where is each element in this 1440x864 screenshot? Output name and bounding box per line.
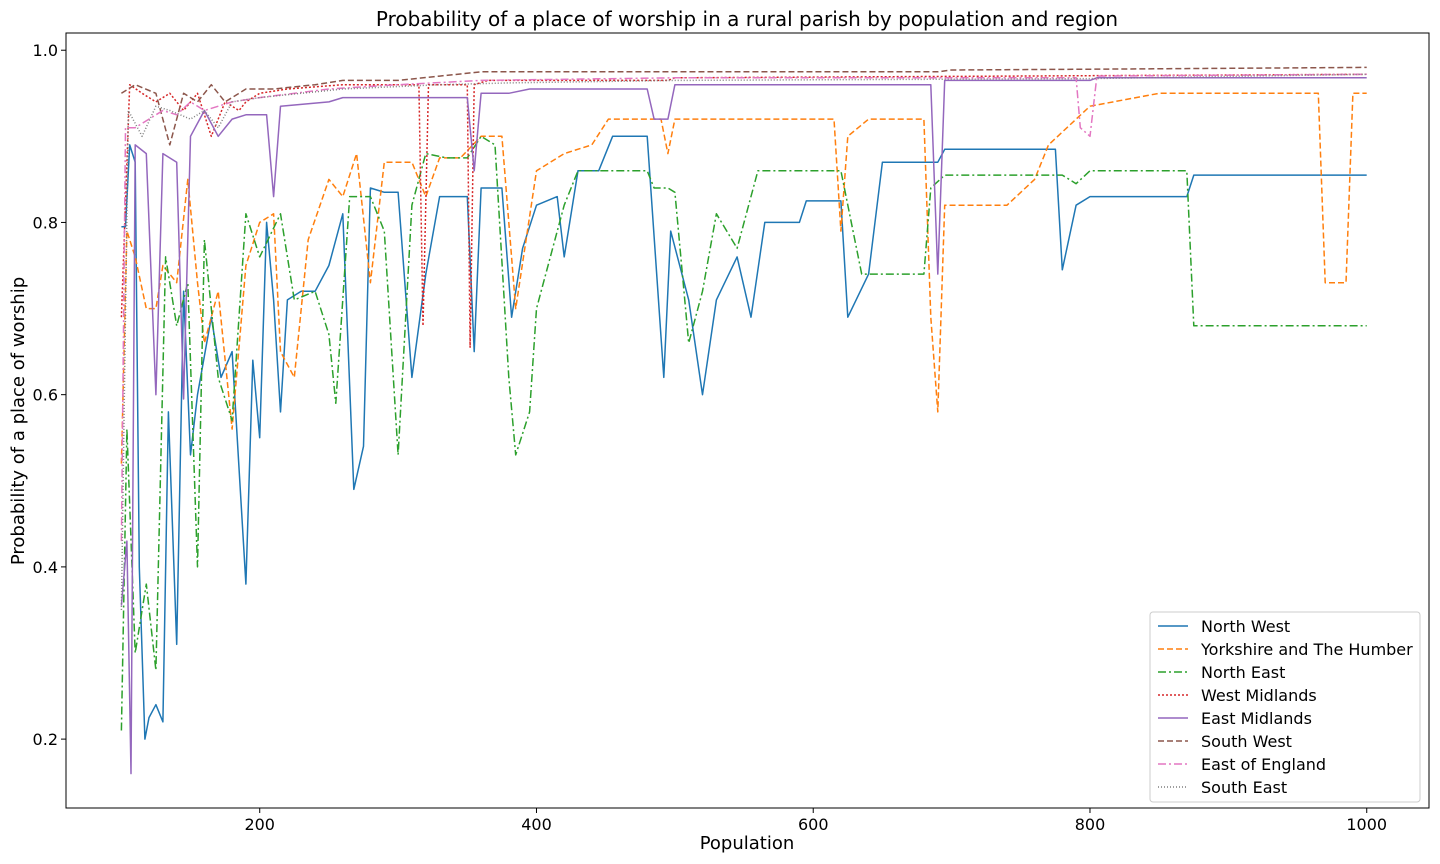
y-axis: 0.2 0.4 0.6 0.8 1.0: [33, 41, 66, 749]
legend-box: [1149, 611, 1421, 803]
legend-label: South West: [1201, 732, 1292, 751]
x-axis-label: Population: [700, 833, 795, 854]
legend: North West Yorkshire and The Humber North …: [1149, 611, 1421, 803]
y-axis-label: Probability of a place of worship: [8, 277, 29, 565]
x-tick-label: 600: [798, 815, 829, 834]
legend-label: East of England: [1201, 755, 1326, 774]
legend-label: North East: [1201, 663, 1285, 682]
x-tick-label: 1000: [1346, 815, 1387, 834]
series-line-east-midlands: [120, 77, 1367, 775]
x-tick-label: 200: [244, 815, 275, 834]
series-line-yorkshire-and-the-humber: [120, 92, 1367, 464]
y-tick-label: 0.6: [33, 386, 58, 405]
y-tick-label: 0.2: [33, 730, 58, 749]
series-line-east-of-england: [120, 73, 1367, 542]
x-tick-label: 800: [1075, 815, 1106, 834]
series-line-north-west: [121, 135, 1367, 740]
legend-label: North West: [1201, 617, 1290, 636]
plot-frame: [65, 32, 1430, 809]
series-line-north-east: [120, 135, 1367, 731]
x-tick-label: 400: [521, 815, 552, 834]
series-line-south-west: [121, 66, 1367, 146]
legend-label: Yorkshire and The Humber: [1200, 640, 1413, 659]
legend-label: South East: [1201, 778, 1287, 797]
chart-title: Probability of a place of worship in a r…: [376, 7, 1118, 31]
x-axis: 200 400 600 800 1000: [244, 808, 1387, 834]
y-tick-label: 1.0: [33, 41, 58, 60]
y-tick-label: 0.8: [33, 213, 58, 232]
y-tick-label: 0.4: [33, 558, 58, 577]
plot-lines: [120, 66, 1367, 775]
legend-label: East Midlands: [1201, 709, 1312, 728]
series-line-west-midlands: [120, 73, 1367, 349]
series-line-south-east: [120, 73, 1367, 610]
legend-label: West Midlands: [1201, 686, 1317, 705]
